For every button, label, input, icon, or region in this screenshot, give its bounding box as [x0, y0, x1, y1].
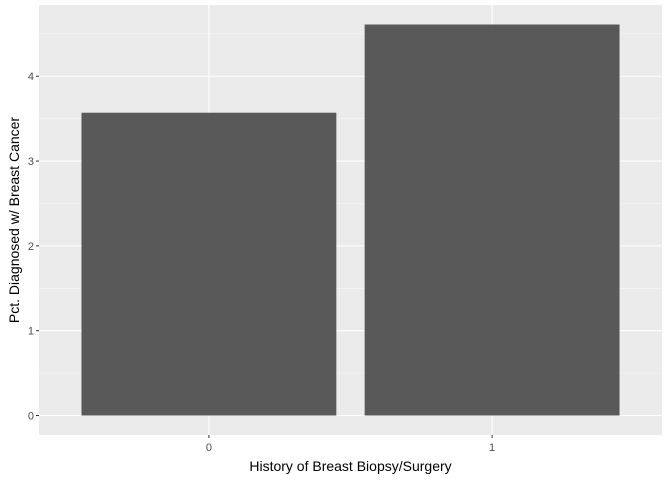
bar-0: [81, 112, 337, 416]
x-tick-label: 1: [489, 442, 495, 454]
y-tick-label: 0: [28, 410, 34, 422]
y-tick-label: 3: [28, 156, 34, 168]
y-tick-label: 1: [28, 326, 34, 338]
y-axis-title: Pct. Diagnosed w/ Breast Cancer: [6, 117, 22, 324]
y-axis: 0 1 2 3 4: [28, 71, 39, 422]
y-tick-label: 2: [28, 241, 34, 253]
x-axis-title: History of Breast Biopsy/Surgery: [249, 458, 451, 474]
bars: [81, 24, 620, 416]
bar-1: [364, 24, 620, 416]
x-tick-label: 0: [206, 442, 212, 454]
y-tick-label: 4: [28, 71, 34, 83]
